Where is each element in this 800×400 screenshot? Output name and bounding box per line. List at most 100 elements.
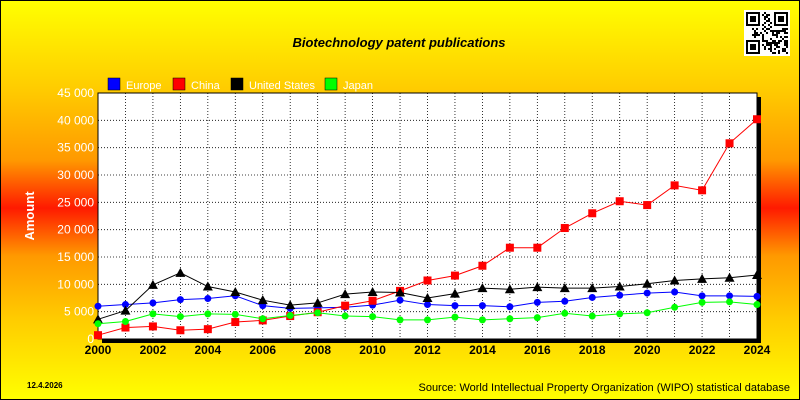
data-point-marker — [726, 292, 734, 300]
qr-module — [786, 52, 788, 54]
series-japan — [94, 298, 761, 328]
data-point-marker — [533, 314, 541, 322]
qr-module — [762, 36, 764, 38]
data-point-marker — [202, 281, 213, 291]
data-point-marker — [285, 300, 296, 310]
y-tick-label: 30 000 — [57, 168, 94, 182]
data-point-marker — [587, 283, 598, 293]
qr-module — [766, 28, 768, 30]
data-point-marker — [670, 181, 679, 190]
qr-module — [776, 30, 778, 32]
data-point-marker — [504, 284, 515, 294]
qr-module — [762, 28, 764, 30]
data-point-marker — [94, 331, 102, 340]
qr-module — [752, 28, 754, 30]
data-point-marker — [559, 283, 570, 293]
y-tick-label: 35 000 — [57, 141, 94, 155]
qr-module — [762, 34, 764, 36]
data-point-marker — [341, 312, 349, 320]
qr-module — [770, 50, 772, 52]
qr-module — [764, 22, 766, 24]
legend-label: China — [191, 80, 221, 92]
qr-module — [770, 38, 772, 40]
data-point-marker — [230, 286, 241, 296]
qr-module — [778, 32, 780, 34]
y-tick-label: 20 000 — [57, 223, 94, 237]
x-tick-label: 2006 — [249, 343, 276, 357]
data-point-marker — [671, 288, 679, 296]
x-tick-label: 2018 — [579, 343, 606, 357]
data-point-marker — [698, 298, 706, 306]
data-point-marker — [533, 298, 541, 306]
y-tick-label: 15 000 — [57, 250, 94, 264]
qr-module — [762, 14, 764, 16]
data-point-marker — [121, 323, 130, 332]
qr-module — [766, 14, 768, 16]
qr-module — [774, 40, 776, 42]
data-point-marker — [176, 326, 185, 335]
data-point-marker — [698, 186, 707, 195]
data-point-marker — [477, 283, 488, 293]
qr-module — [784, 42, 786, 44]
data-point-marker — [753, 115, 761, 124]
qr-module — [762, 38, 764, 40]
data-point-marker — [147, 279, 158, 289]
qr-module — [778, 46, 780, 48]
qr-module — [770, 42, 772, 44]
qr-module — [758, 34, 760, 36]
x-axis: 2000 2002 2004 2006 2008 2010 2012 2014 2016 2018… — [85, 343, 771, 357]
data-point-marker — [561, 297, 569, 305]
qr-module — [784, 32, 786, 34]
qr-module — [780, 40, 782, 42]
data-point-marker — [231, 310, 239, 318]
series-group — [93, 115, 762, 340]
qr-module — [776, 36, 778, 38]
x-tick-label: 2004 — [194, 343, 221, 357]
data-point-marker — [257, 295, 268, 305]
data-point-marker — [120, 305, 131, 315]
qr-module — [774, 48, 776, 50]
qr-module — [764, 48, 766, 50]
qr-module — [784, 44, 786, 46]
qr-module — [768, 48, 770, 50]
qr-module — [782, 50, 784, 52]
qr-module — [766, 20, 768, 22]
qr-module — [764, 12, 766, 14]
x-tick-label: 2000 — [85, 343, 112, 357]
data-point-marker — [259, 315, 267, 323]
data-point-marker — [752, 270, 762, 280]
data-point-marker — [669, 275, 680, 285]
qr-module — [756, 34, 758, 36]
qr-module — [774, 42, 776, 44]
qr-module — [770, 26, 772, 28]
qr-module — [770, 22, 772, 24]
qr-module — [768, 20, 770, 22]
qr-module — [768, 42, 770, 44]
x-tick-label: 2020 — [634, 343, 661, 357]
y-axis: 0 5 000 10 000 15 000 20 000 25 000 30 000 35 0… — [57, 86, 94, 346]
y-tick-label: 25 000 — [57, 195, 94, 209]
data-point-marker — [506, 303, 514, 311]
x-tick-label: 2016 — [524, 343, 551, 357]
qr-module — [778, 40, 780, 42]
footer-date: 12.4.2026 — [27, 381, 63, 390]
legend-swatch — [230, 77, 244, 91]
data-point-marker — [369, 313, 377, 321]
y-tick-label: 0 — [87, 332, 94, 346]
data-point-marker — [451, 302, 459, 310]
data-point-marker — [698, 292, 706, 300]
qr-module — [770, 46, 772, 48]
qr-module — [782, 48, 784, 50]
qr-module — [764, 40, 766, 42]
data-point-marker — [314, 309, 322, 317]
qr-module — [754, 32, 756, 34]
qr-module — [768, 14, 770, 16]
data-point-marker — [616, 291, 624, 299]
qr-module — [772, 30, 774, 32]
qr-module — [774, 44, 776, 46]
data-point-marker — [312, 297, 323, 307]
qr-module — [770, 48, 772, 50]
qr-module — [776, 44, 778, 46]
data-point-marker — [121, 301, 129, 309]
series-united-states — [93, 267, 762, 324]
